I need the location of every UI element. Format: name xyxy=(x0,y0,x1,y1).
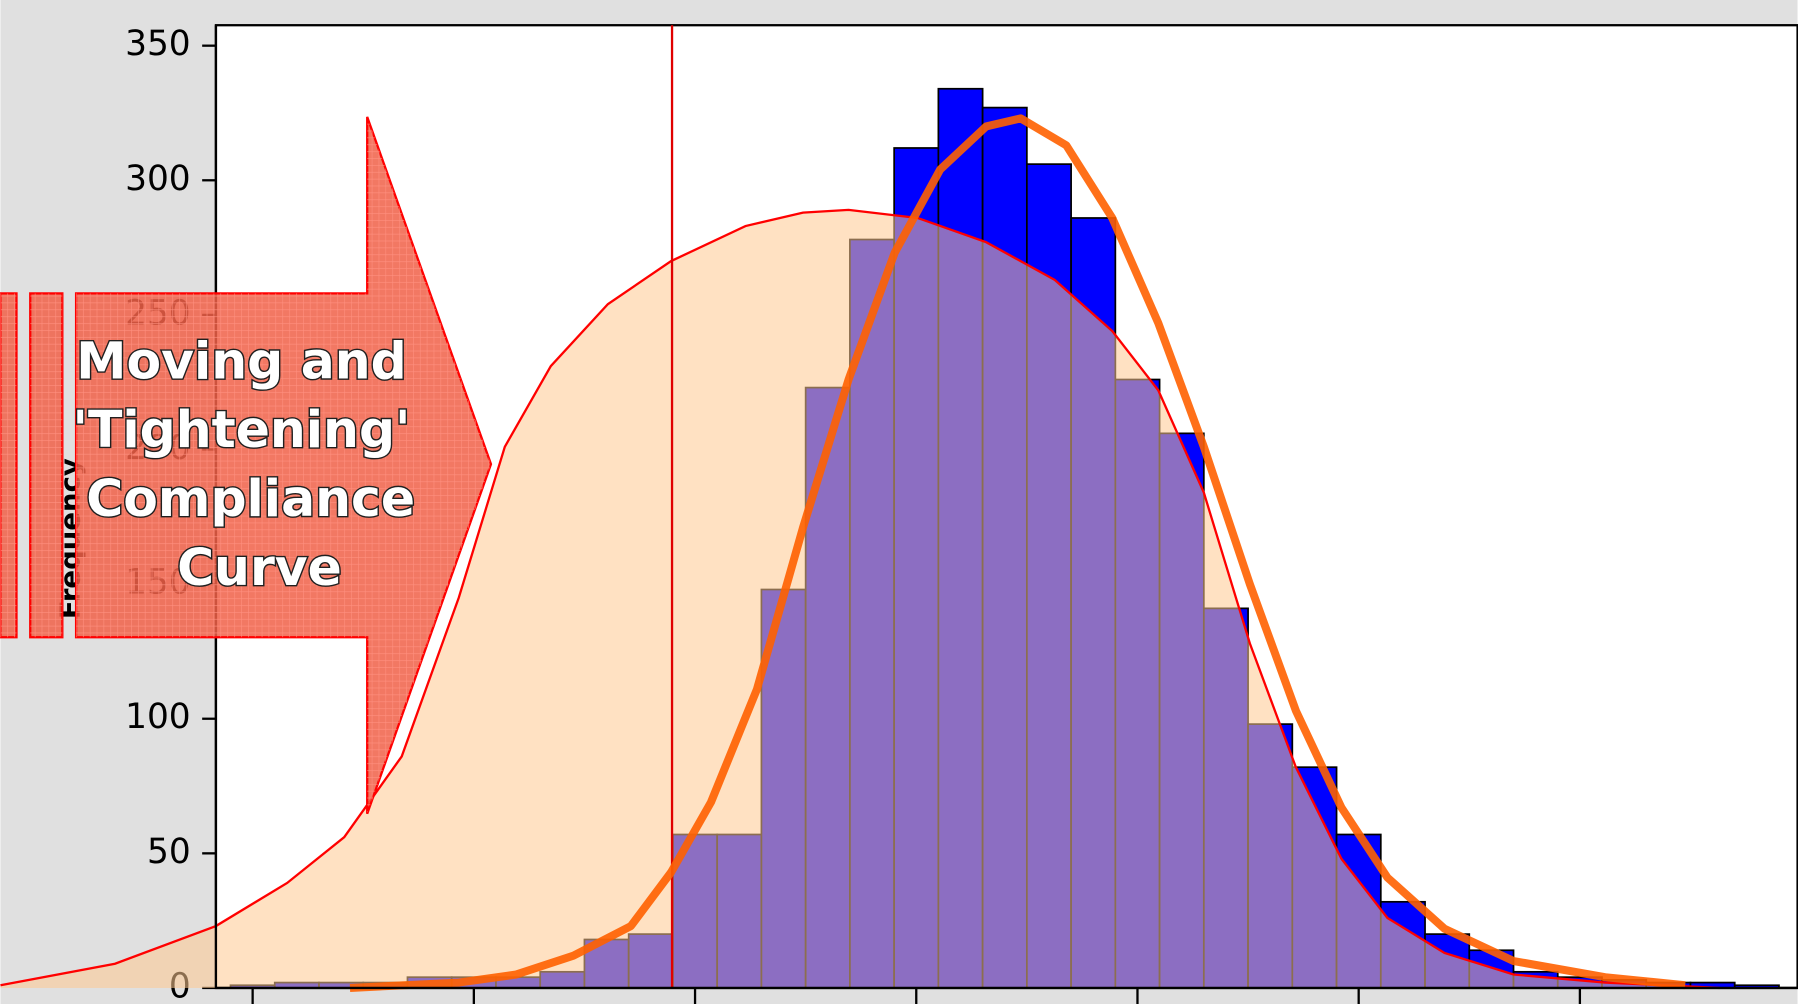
annotation-arrow: Moving and 'Tightening' Compliance Curve xyxy=(0,116,493,815)
y-tick-label: 300 xyxy=(125,159,191,199)
curve-area xyxy=(0,209,1720,988)
arrow-texture xyxy=(0,293,17,638)
annotation-line: Curve xyxy=(177,537,342,596)
arrow-texture xyxy=(76,116,491,814)
annotation: Moving and 'Tightening' Compliance Curve xyxy=(73,331,433,596)
annotation-line: 'Tightening' xyxy=(73,400,411,459)
arrow-texture xyxy=(30,293,63,638)
curve-line xyxy=(349,114,1686,992)
annotation-line: Compliance xyxy=(86,469,415,528)
y-tick-label: 350 xyxy=(125,24,191,64)
y-tick-label: 50 xyxy=(147,832,191,872)
annotation-line: Moving and xyxy=(76,331,406,390)
y-tick-label: 100 xyxy=(125,697,191,737)
